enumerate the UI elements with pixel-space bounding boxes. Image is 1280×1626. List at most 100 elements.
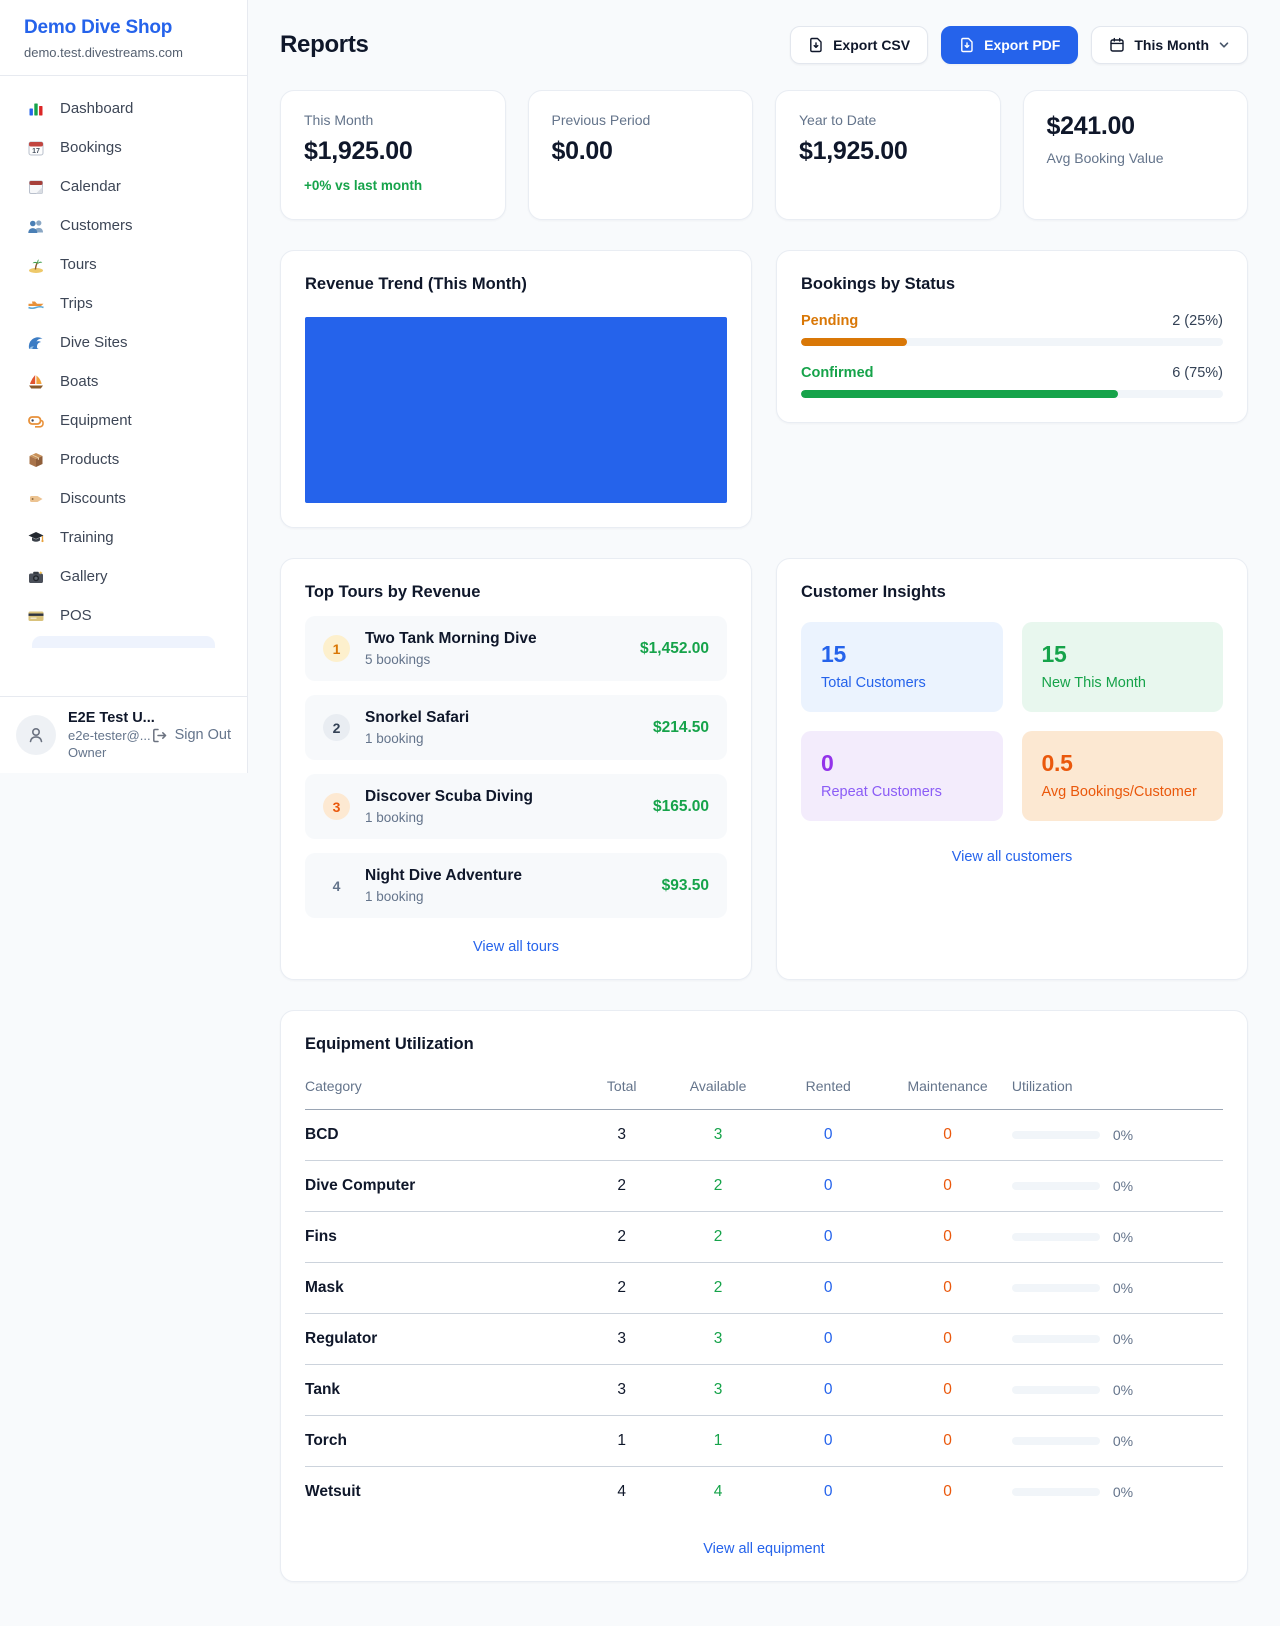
tile-avg-bookings: 0.5 Avg Bookings/Customer (1021, 731, 1223, 821)
tile-value: 0.5 (1041, 750, 1073, 776)
cell-category: Regulator (305, 1313, 581, 1365)
tour-bookings: 1 booking (365, 889, 424, 904)
cell-available: 1 (663, 1415, 774, 1467)
chevron-down-icon (1219, 42, 1229, 48)
export-csv-button[interactable]: Export CSV (790, 26, 929, 64)
table-row: Wetsuit 4 4 0 0 0% (305, 1467, 1223, 1518)
table-header-row: Category Total Available Rented Maintena… (305, 1072, 1223, 1110)
brand-block: Demo Dive Shop demo.test.divestreams.com (0, 0, 247, 76)
tile-repeat-customers: 0 Repeat Customers (801, 731, 1003, 821)
table-row: Torch 1 1 0 0 0% (305, 1415, 1223, 1467)
sidebar-item-trips[interactable]: Trips (16, 284, 231, 323)
sidebar-item-label: Products (60, 451, 120, 468)
user-meta: E2E Test U... e2e-tester@... Owner (68, 710, 155, 760)
tour-row: 1 Two Tank Morning Dive 5 bookings $1,45… (305, 616, 727, 681)
utilization-track (1011, 1233, 1100, 1241)
cell-maintenance: 0 (883, 1313, 1012, 1365)
cell-rented: 0 (773, 1415, 884, 1467)
sign-out-button[interactable]: Sign Out (151, 727, 231, 744)
svg-text:17: 17 (32, 148, 40, 155)
view-all-equipment-link[interactable]: View all equipment (305, 1541, 1223, 1557)
charts-row: Revenue Trend (This Month) Bookings by S… (280, 250, 1248, 528)
stat-value: $1,925.00 (304, 137, 413, 165)
tour-name: Snorkel Safari (365, 709, 470, 726)
file-download-icon (961, 37, 973, 53)
cell-rented: 0 (773, 1262, 884, 1314)
sidebar-item-dive-sites[interactable]: Dive Sites (16, 323, 231, 362)
tile-value: 15 (821, 641, 846, 667)
top-tours-title: Top Tours by Revenue (305, 583, 481, 601)
user-panel: E2E Test U... e2e-tester@... Owner Sign … (0, 696, 247, 773)
tile-label: New This Month (1041, 675, 1147, 691)
header-actions: Export CSV Export PDF This Month (790, 26, 1248, 64)
cell-rented: 0 (773, 1364, 884, 1416)
sidebar-item-gallery[interactable]: Gallery (16, 557, 231, 596)
table-row: Regulator 3 3 0 0 0% (305, 1313, 1223, 1365)
export-pdf-button[interactable]: Export PDF (941, 26, 1079, 64)
period-dropdown[interactable]: This Month (1091, 26, 1248, 64)
stat-card-previous-period: Previous Period $0.00 (527, 90, 753, 220)
cell-category: Torch (305, 1415, 581, 1467)
table-row: Dive Computer 2 2 0 0 0% (305, 1160, 1223, 1212)
progress-fill (801, 390, 1118, 398)
bookings-status-title: Bookings by Status (801, 275, 956, 293)
sidebar-item-reports-partial[interactable] (32, 636, 215, 648)
tour-row: 2 Snorkel Safari 1 booking $214.50 (305, 695, 727, 760)
view-all-tours-link[interactable]: View all tours (305, 939, 727, 955)
sidebar-item-boats[interactable]: Boats (16, 362, 231, 401)
tour-amount: $214.50 (652, 718, 709, 736)
utilization-track (1011, 1335, 1100, 1343)
utilization-track (1011, 1131, 1100, 1139)
sidebar-item-tours[interactable]: Tours (16, 245, 231, 284)
cell-total: 1 (580, 1415, 663, 1467)
tour-bookings: 1 booking (365, 731, 424, 746)
sidebar-item-label: Customers (60, 217, 133, 234)
status-row-pending: Pending 2 (25%) (801, 313, 1223, 346)
utilization-percent: 0% (1112, 1127, 1134, 1143)
cell-category: Dive Computer (305, 1160, 581, 1212)
rank-badge: 4 (332, 877, 341, 894)
tour-row: 3 Discover Scuba Diving 1 booking $165.0… (305, 774, 727, 839)
sidebar-item-discounts[interactable]: Discounts (16, 479, 231, 518)
sidebar-item-products[interactable]: Products (16, 440, 231, 479)
cell-total: 3 (580, 1109, 663, 1161)
sidebar-item-dashboard[interactable]: Dashboard (16, 89, 231, 128)
sidebar-item-label: Bookings (60, 139, 122, 156)
utilization-track (1011, 1488, 1100, 1496)
sidebar-item-calendar[interactable]: Calendar (16, 167, 231, 206)
view-all-customers-link[interactable]: View all customers (801, 849, 1223, 865)
utilization-percent: 0% (1112, 1280, 1134, 1296)
tile-value: 15 (1041, 641, 1067, 667)
tour-name: Night Dive Adventure (365, 867, 523, 884)
table-row: BCD 3 3 0 0 0% (305, 1109, 1223, 1161)
stat-card-avg-booking-value: $241.00 Avg Booking Value (1022, 90, 1248, 220)
revenue-trend-bar (305, 317, 727, 503)
grad-cap-icon (26, 528, 45, 547)
utilization-track (1011, 1284, 1100, 1292)
user-name: E2E Test U... (68, 710, 155, 726)
avatar (16, 715, 56, 755)
stat-value: $1,925.00 (799, 137, 908, 165)
sidebar-item-customers[interactable]: Customers (16, 206, 231, 245)
status-label: Pending (801, 313, 859, 329)
tile-total-customers: 15 Total Customers (801, 622, 1003, 712)
table-row: Fins 2 2 0 0 0% (305, 1211, 1223, 1263)
cell-maintenance: 0 (883, 1415, 1012, 1467)
equipment-title: Equipment Utilization (305, 1035, 474, 1053)
equipment-utilization-card: Equipment Utilization Category Total Ava… (280, 1010, 1248, 1582)
calendar-icon (1110, 37, 1125, 52)
sidebar-item-pos[interactable]: POS (16, 596, 231, 635)
bookings-by-status-card: Bookings by Status Pending 2 (25%) Confi… (776, 250, 1248, 423)
sidebar-item-bookings[interactable]: 17 Bookings (16, 128, 231, 167)
cell-maintenance: 0 (883, 1211, 1012, 1263)
cell-available: 2 (663, 1211, 774, 1263)
equipment-table: Category Total Available Rented Maintena… (305, 1072, 1223, 1517)
cell-available: 3 (663, 1109, 774, 1161)
sidebar-item-training[interactable]: Training (16, 518, 231, 557)
cell-available: 4 (713, 1483, 723, 1500)
sidebar-item-equipment[interactable]: Equipment (16, 401, 231, 440)
person-icon (29, 727, 43, 743)
column-header: Total (580, 1072, 663, 1110)
tour-row: 4 Night Dive Adventure 1 booking $93.50 (305, 853, 727, 918)
